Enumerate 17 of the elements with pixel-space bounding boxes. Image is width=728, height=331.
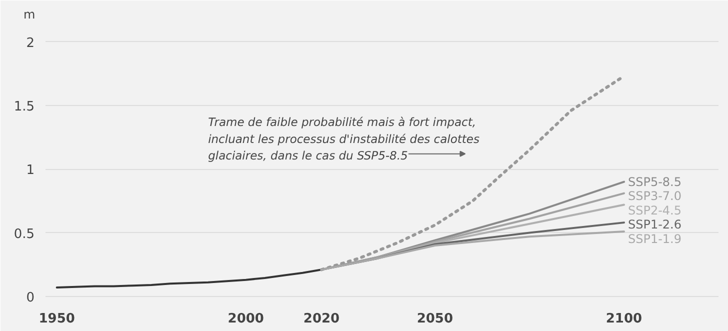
y-tick-label: 0.5: [14, 226, 35, 242]
x-tick-label: 2100: [606, 312, 642, 326]
x-tick-label: 2050: [416, 312, 454, 326]
series-label: SSP1-2.6: [628, 218, 682, 232]
y-tick-label: 1.5: [14, 99, 35, 114]
series-label: SSP5-8.5: [628, 174, 682, 189]
x-tick-label: 2020: [303, 312, 340, 326]
annotation: Trame de faible probabilité mais à fort impact, incluant les processus d'instabilité des calottes glaciaires, dans le cas du SSP5-8.5: [208, 115, 480, 163]
y-tick-label: 0: [26, 290, 35, 306]
series-label: SSP2-4.5: [628, 203, 682, 218]
y-tick-label: 1: [26, 163, 35, 178]
y-axis-title: m: [24, 8, 36, 22]
x-tick-label: 2000: [228, 312, 264, 326]
series-label: SSP3-7.0: [628, 189, 682, 204]
y-tick-label: 2: [26, 36, 35, 51]
series-label: SSP1-1.9: [628, 232, 682, 246]
x-tick-label: 1950: [38, 312, 75, 326]
